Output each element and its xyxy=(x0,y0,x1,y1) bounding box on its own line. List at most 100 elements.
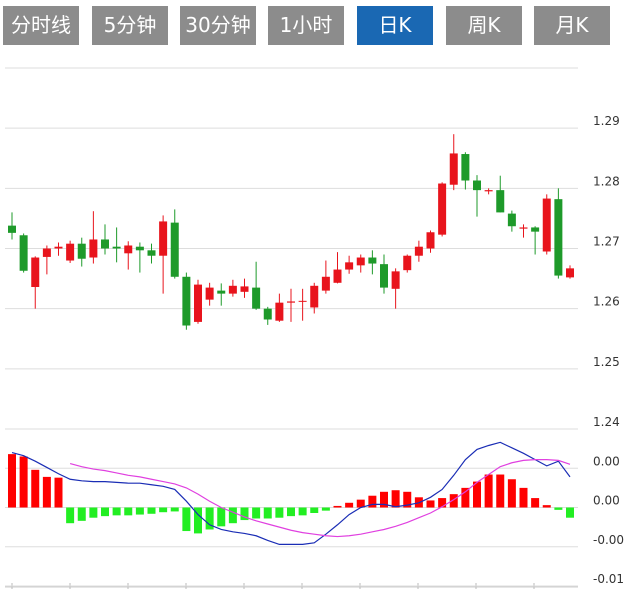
macd-bar xyxy=(54,477,63,508)
candle-body xyxy=(31,257,40,288)
candle-body xyxy=(566,268,574,278)
macd-bar xyxy=(101,507,109,517)
macd-bar xyxy=(554,507,563,510)
period-tab[interactable]: 周K xyxy=(446,6,522,45)
candle-body xyxy=(275,302,284,321)
macd-bar xyxy=(194,507,202,534)
y-tick-label: 1.28 xyxy=(593,174,620,188)
candle-body xyxy=(135,246,144,251)
candle-body xyxy=(473,180,481,191)
candle-body xyxy=(42,248,51,257)
candle-body xyxy=(333,269,342,283)
candle-body xyxy=(54,246,63,249)
candle-body xyxy=(101,239,109,249)
macd-bar xyxy=(8,454,16,508)
macd-bar xyxy=(275,507,284,518)
macd-bar xyxy=(252,507,261,519)
candle-body xyxy=(461,154,470,181)
period-tabs: 分时线 5分钟 30分钟 1小时 日K 周K 月K xyxy=(0,0,640,50)
y-tick-label: 1.27 xyxy=(593,235,620,249)
macd-bar xyxy=(484,474,493,508)
candle-body xyxy=(8,225,16,233)
macd-bar xyxy=(531,498,540,508)
period-tab[interactable]: 1小时 xyxy=(268,6,344,45)
macd-bar xyxy=(391,490,400,508)
macd-bar xyxy=(310,507,319,513)
macd-bar xyxy=(205,507,214,530)
macd-bar xyxy=(170,507,179,512)
macd-bar xyxy=(356,499,365,508)
y-tick-label: 1.26 xyxy=(593,295,620,309)
macd-bar xyxy=(135,507,144,515)
macd-bar xyxy=(240,507,249,521)
candle-body xyxy=(194,284,202,322)
candle-body xyxy=(217,290,226,294)
macd-bar xyxy=(19,456,28,508)
candle-body xyxy=(205,287,214,300)
y-tick-label: -0.00 xyxy=(593,533,624,547)
macd-bar xyxy=(542,505,551,508)
macd-bar xyxy=(263,507,272,519)
macd-bar xyxy=(147,507,156,514)
candle-body xyxy=(356,257,365,266)
macd-bar xyxy=(380,491,388,508)
macd-bar xyxy=(519,487,528,508)
y-tick-label: 1.25 xyxy=(593,355,620,369)
macd-bar xyxy=(112,507,121,516)
macd-bar xyxy=(566,507,574,518)
macd-bar xyxy=(298,507,307,516)
period-tab[interactable]: 月K xyxy=(534,6,610,45)
period-tab[interactable]: 30分钟 xyxy=(180,6,256,45)
candle-body xyxy=(368,257,377,264)
macd-bar xyxy=(403,491,412,508)
y-tick-label: 1.24 xyxy=(593,415,620,429)
candle-body xyxy=(403,255,412,271)
macd-bar xyxy=(89,507,98,518)
candle-body xyxy=(391,271,400,289)
period-tab[interactable]: 分时线 xyxy=(3,6,79,45)
macd-bar xyxy=(66,507,75,524)
candle-body xyxy=(287,301,295,303)
macd-bar xyxy=(473,481,481,508)
candle-body xyxy=(298,300,307,302)
macd-bar xyxy=(449,494,458,508)
period-tab[interactable]: 日K xyxy=(357,6,433,45)
candle-body xyxy=(519,227,528,229)
macd-bar xyxy=(228,507,237,524)
macd-bar xyxy=(124,507,133,516)
y-tick-label: 1.29 xyxy=(593,114,620,128)
candle-body xyxy=(438,183,447,235)
candle-body xyxy=(345,262,354,270)
macd-bar xyxy=(31,469,40,508)
candle-body xyxy=(252,287,261,309)
y-tick-label: 0.00 xyxy=(593,454,620,468)
candle-body xyxy=(321,276,330,291)
candle-body xyxy=(182,276,191,326)
candle-body xyxy=(112,246,121,249)
macd-bar xyxy=(217,507,226,527)
candle-body xyxy=(66,243,75,261)
macd-bar xyxy=(182,507,191,532)
candle-body xyxy=(426,232,435,249)
candle-body xyxy=(124,245,133,254)
macd-line xyxy=(69,459,571,538)
period-tab[interactable]: 5分钟 xyxy=(92,6,168,45)
candle-body xyxy=(170,222,179,277)
macd-bar xyxy=(368,495,377,508)
candle-body xyxy=(263,308,272,320)
candle-body xyxy=(159,221,168,256)
candle-body xyxy=(240,286,249,292)
candle-body xyxy=(484,190,493,192)
candle-body xyxy=(531,227,540,232)
macd-bar xyxy=(345,502,354,508)
candle-body xyxy=(414,246,423,256)
y-tick-label: -0.01 xyxy=(593,572,624,586)
macd-bar xyxy=(426,500,435,508)
candle-body xyxy=(380,264,388,288)
candle-body xyxy=(147,250,156,256)
candle-body xyxy=(89,239,98,258)
candle-body xyxy=(449,153,458,185)
y-tick-label: 0.00 xyxy=(593,494,620,508)
